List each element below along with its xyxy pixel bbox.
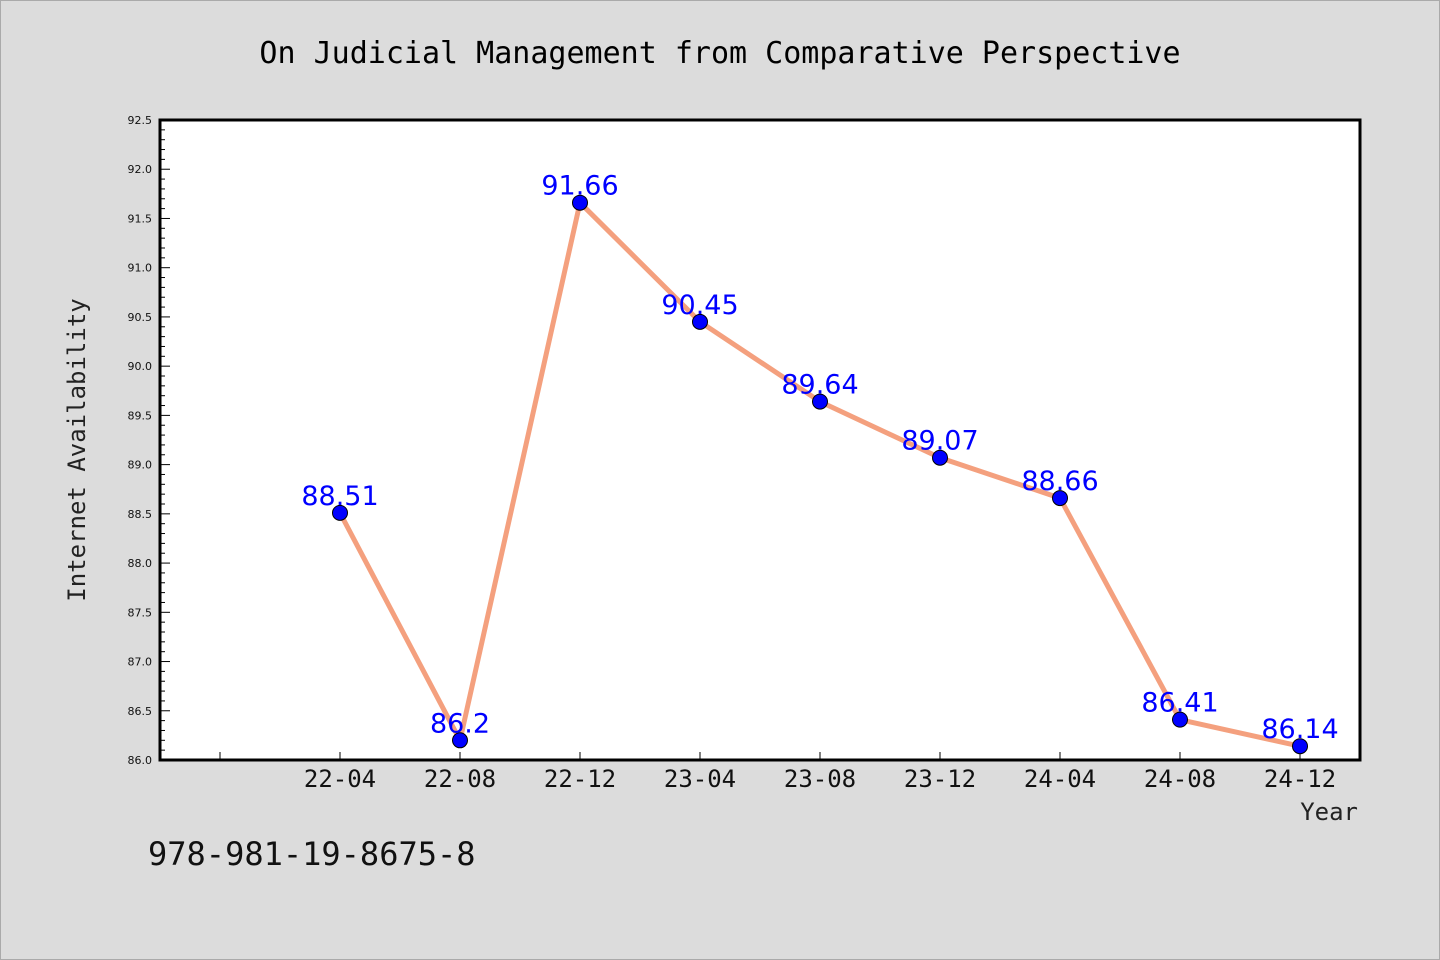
data-point-marker	[812, 393, 828, 410]
x-tick-label: 24-08	[1144, 765, 1216, 793]
y-tick-label: 91.5	[128, 212, 153, 225]
data-label: 88.51	[301, 481, 378, 512]
x-axis-label: Year	[1300, 798, 1358, 826]
x-tick-label: 24-12	[1264, 765, 1336, 793]
plot-area	[160, 120, 1360, 760]
y-axis: 86.0 86.5 87.0 87.5 88.0 88.5 89.0 89.5 90.0 90.5…	[128, 114, 170, 767]
x-tick-label: 23-04	[664, 765, 736, 793]
data-labels-group: 88.51 86.2 91.66 90.45 89.64 89.07 88.66 86.41 8…	[301, 171, 1338, 746]
data-point-marker	[332, 504, 348, 521]
y-tick-label: 92.5	[128, 114, 153, 127]
markers-group	[332, 194, 1308, 755]
x-tick-label: 23-08	[784, 765, 856, 793]
x-tick-label: 23-12	[904, 765, 976, 793]
x-tick-label: 22-04	[304, 765, 376, 793]
data-point-marker	[932, 449, 948, 466]
data-label: 86.14	[1261, 714, 1338, 745]
chart-title: On Judicial Management from Comparative …	[259, 36, 1180, 71]
data-point-marker	[572, 194, 588, 211]
data-point-marker	[1052, 490, 1068, 507]
data-point-marker	[692, 313, 708, 330]
data-label: 86.41	[1141, 688, 1218, 719]
y-tick-label: 89.5	[128, 409, 153, 422]
x-tick-label: 24-04	[1024, 765, 1096, 793]
data-label: 89.64	[781, 370, 858, 401]
data-label: 86.2	[430, 708, 490, 739]
x-tick-label: 22-12	[544, 765, 616, 793]
y-tick-label: 90.5	[128, 311, 153, 324]
y-tick-label: 86.0	[128, 754, 153, 767]
y-tick-label: 86.5	[128, 705, 153, 718]
y-tick-label: 87.5	[128, 606, 153, 619]
x-axis: 22-04 22-08 22-12 23-04 23-08 23-12 24-04 24-08…	[219, 752, 1336, 793]
data-label: 91.66	[541, 171, 618, 202]
footnote-isbn: 978-981-19-8675-8	[148, 835, 476, 873]
data-point-marker	[1292, 738, 1308, 755]
x-tick-label: 22-08	[424, 765, 496, 793]
data-point-marker	[452, 732, 468, 749]
y-tick-label: 87.0	[128, 656, 153, 669]
y-axis-label: Internet Availability	[63, 298, 91, 601]
y-tick-label: 92.0	[128, 163, 153, 176]
plot-frame	[158, 118, 1362, 762]
data-label: 90.45	[661, 290, 738, 321]
data-point-marker	[1172, 711, 1188, 728]
data-label: 89.07	[901, 426, 978, 457]
y-tick-label: 89.0	[128, 459, 153, 472]
y-tick-label: 88.5	[128, 508, 153, 521]
y-tick-label: 91.0	[128, 262, 153, 275]
y-tick-label: 90.0	[128, 360, 153, 373]
y-tick-label: 88.0	[128, 557, 153, 570]
data-label: 88.66	[1021, 466, 1098, 497]
